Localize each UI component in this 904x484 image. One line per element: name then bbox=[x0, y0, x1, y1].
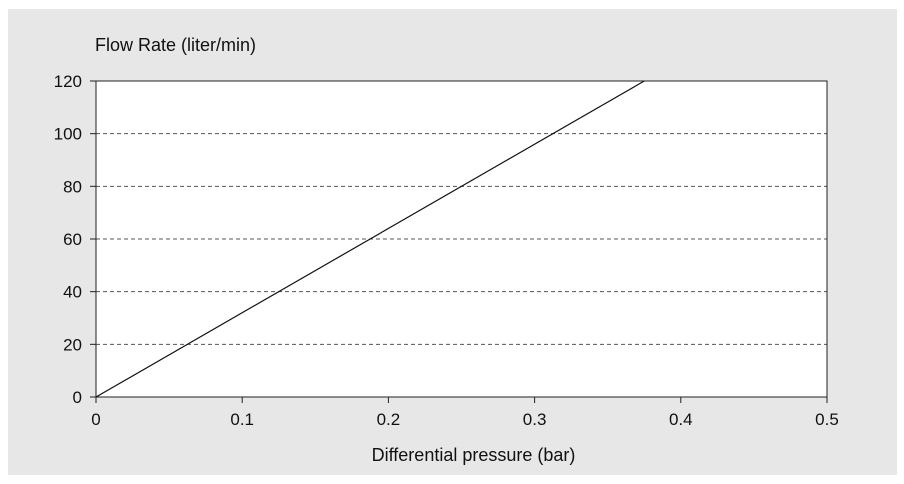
series-group bbox=[95, 80, 645, 398]
x-tick-group: 0 0.1 0.2 0.3 0.4 0.5 bbox=[91, 397, 839, 429]
y-tick-label-40: 40 bbox=[63, 283, 82, 302]
x-tick-label-0.1: 0.1 bbox=[230, 410, 254, 429]
y-tick-label-20: 20 bbox=[63, 335, 82, 354]
y-tick-label-0: 0 bbox=[73, 388, 82, 407]
flow-rate-chart: 0 0.1 0.2 0.3 0.4 0.5 0 20 40 60 80 100 120 Flow Ra… bbox=[54, 35, 839, 465]
x-tick-label-0: 0 bbox=[91, 410, 100, 429]
y-tick-group: 0 20 40 60 80 100 120 bbox=[54, 72, 96, 407]
y-tick-label-60: 60 bbox=[63, 230, 82, 249]
chart-panel: 0 0.1 0.2 0.3 0.4 0.5 0 20 40 60 80 100 120 Flow Ra… bbox=[8, 9, 897, 475]
y-tick-label-100: 100 bbox=[54, 125, 82, 144]
x-tick-label-0.4: 0.4 bbox=[669, 410, 693, 429]
x-tick-label-0.3: 0.3 bbox=[523, 410, 547, 429]
x-axis-title: Differential pressure (bar) bbox=[372, 445, 576, 465]
y-tick-label-80: 80 bbox=[63, 177, 82, 196]
y-tick-label-120: 120 bbox=[54, 72, 82, 91]
x-tick-label-0.2: 0.2 bbox=[377, 410, 401, 429]
x-tick-label-0.5: 0.5 bbox=[815, 410, 839, 429]
series-line-0 bbox=[95, 80, 645, 398]
y-axis-title: Flow Rate (liter/min) bbox=[95, 35, 256, 55]
